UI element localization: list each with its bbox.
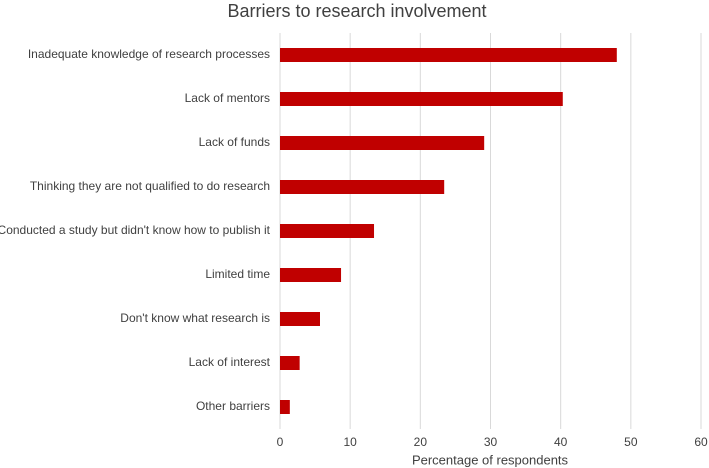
chart-title: Barriers to research involvement bbox=[227, 1, 486, 21]
x-axis-label: Percentage of respondents bbox=[412, 452, 569, 467]
y-tick-label: Limited time bbox=[205, 267, 270, 281]
bar bbox=[280, 136, 485, 150]
y-tick-label: Lack of mentors bbox=[185, 91, 270, 105]
x-tick-label: 20 bbox=[414, 435, 428, 449]
x-tick-label: 60 bbox=[694, 435, 708, 449]
y-tick-label: Conducted a study but didn't know how to… bbox=[0, 223, 271, 237]
bar bbox=[280, 180, 445, 194]
x-tick-label: 30 bbox=[484, 435, 498, 449]
bar bbox=[280, 356, 300, 370]
y-tick-label: Thinking they are not qualified to do re… bbox=[30, 179, 270, 193]
y-tick-label: Inadequate knowledge of research process… bbox=[28, 47, 270, 61]
y-tick-label: Lack of interest bbox=[189, 355, 271, 369]
x-tick-label: 40 bbox=[554, 435, 568, 449]
x-tick-label: 10 bbox=[343, 435, 357, 449]
bar bbox=[280, 224, 375, 238]
y-tick-label: Lack of funds bbox=[199, 135, 270, 149]
x-tick-label: 0 bbox=[277, 435, 284, 449]
bar bbox=[280, 400, 290, 414]
y-tick-label: Other barriers bbox=[196, 399, 270, 413]
x-tick-label: 50 bbox=[624, 435, 638, 449]
bar bbox=[280, 312, 320, 326]
bar bbox=[280, 92, 563, 106]
bar bbox=[280, 48, 617, 62]
bar bbox=[280, 268, 342, 282]
y-tick-label: Don't know what research is bbox=[120, 311, 270, 325]
